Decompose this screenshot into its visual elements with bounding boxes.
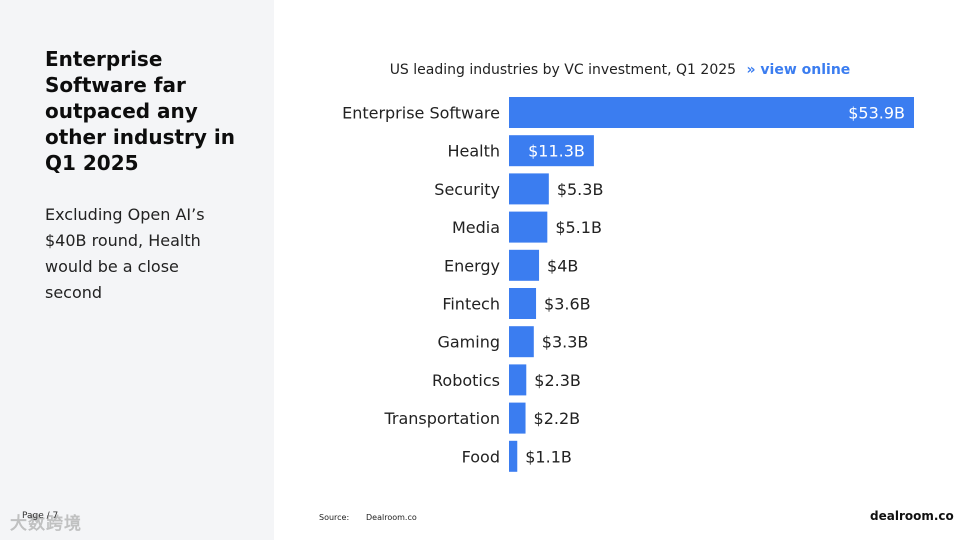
value-label: $2.3B — [534, 371, 581, 390]
category-label: Robotics — [432, 371, 500, 390]
bar-security — [509, 173, 549, 205]
sidebar-panel: Enterprise Software far outpaced any oth… — [0, 0, 274, 540]
source-value: Dealroom.co — [366, 513, 417, 522]
category-label: Media — [452, 218, 500, 237]
category-label: Enterprise Software — [342, 104, 500, 123]
category-label: Transportation — [383, 409, 500, 428]
page-title: Enterprise Software far outpaced any oth… — [45, 47, 235, 175]
view-online-link[interactable]: » view online — [746, 62, 851, 78]
subtitle-text: Excluding Open AI’s $40B round, Health w… — [45, 205, 205, 302]
bar-fintech — [509, 288, 537, 319]
chart-header: US leading industries by VC investment, … — [330, 62, 910, 78]
value-label: $3.3B — [542, 333, 589, 352]
bar-health — [509, 135, 594, 167]
bar-food — [509, 440, 518, 472]
chart-title: US leading industries by VC investment, … — [389, 62, 737, 78]
value-label: $5.1B — [555, 218, 602, 237]
bar-energy — [509, 249, 540, 281]
bar-robotics — [509, 364, 527, 396]
watermark-logo: 大数跨境 — [10, 514, 82, 534]
category-label: Energy — [444, 256, 500, 275]
category-label: Security — [434, 180, 500, 199]
category-label: Gaming — [437, 333, 500, 352]
category-label: Fintech — [442, 295, 500, 314]
value-label: $5.3B — [557, 180, 604, 199]
value-label: $3.6B — [544, 295, 591, 314]
value-label: $2.2B — [534, 409, 581, 428]
category-label: Health — [447, 142, 500, 161]
bar-transportation — [509, 402, 526, 434]
value-label: $11.3B — [528, 142, 585, 161]
page-number: Page / 7 — [22, 511, 59, 521]
value-label: $4B — [547, 256, 578, 275]
bar-media — [509, 211, 548, 243]
value-label: $53.9B — [848, 104, 905, 123]
category-label: Food — [462, 447, 500, 466]
value-label: $1.1B — [525, 447, 572, 466]
bar-enterprise-software — [509, 97, 914, 128]
source-label: Source: — [319, 513, 350, 522]
bar-gaming — [509, 326, 534, 358]
brand-logo: dealroom.co — [870, 509, 954, 523]
